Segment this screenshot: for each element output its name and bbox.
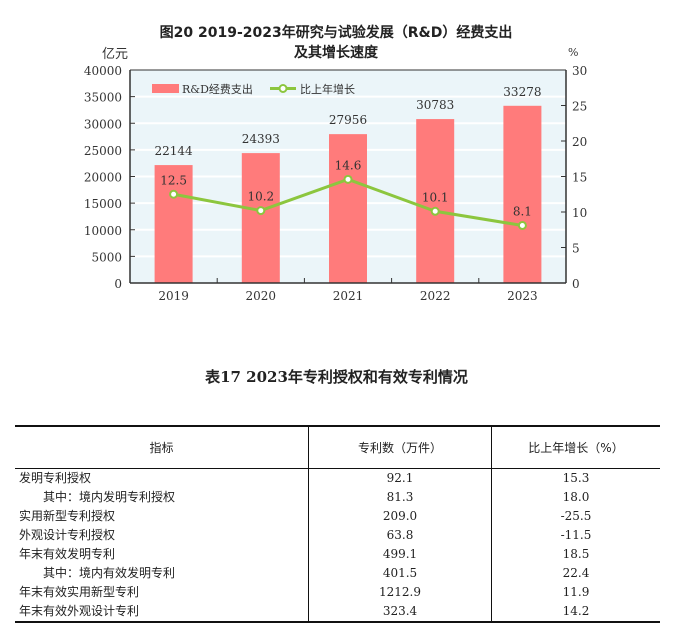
legend-line-marker <box>278 84 288 93</box>
growth-value-label: 10.1 <box>422 190 449 204</box>
right-tick-label: 5 <box>572 242 580 256</box>
growth-value-label: 10.2 <box>247 190 274 204</box>
row-count: 323.4 <box>308 602 492 622</box>
table-row: 年末有效实用新型专利 1212.9 11.9 <box>15 583 660 602</box>
bar-2022 <box>416 119 455 283</box>
rd-expenditure-chart: 0 5000 10000 15000 20000 25000 30000 35000 40000… <box>84 46 587 303</box>
x-tick-label: 2022 <box>420 289 451 303</box>
bar-2020 <box>241 153 280 283</box>
table-header-row: 指标 专利数（万件） 比上年增长（%） <box>15 426 660 469</box>
table-row: 外观设计专利授权 63.8 -11.5 <box>15 526 660 545</box>
left-tick-label: 40000 <box>84 64 122 78</box>
growth-value-label: 8.1 <box>513 204 532 218</box>
row-count: 499.1 <box>308 545 492 564</box>
bar-2021 <box>329 134 367 283</box>
row-growth: 11.9 <box>491 583 660 602</box>
table-row: 其中：境内发明专利授权 81.3 18.0 <box>15 488 660 507</box>
left-tick-label: 35000 <box>84 91 122 105</box>
bar-2023 <box>503 105 542 283</box>
legend-line-label: 比上年增长 <box>300 82 355 96</box>
header-growth: 比上年增长（%） <box>491 426 660 469</box>
growth-point <box>169 189 179 199</box>
left-axis-unit: 亿元 <box>102 47 128 62</box>
x-tick-label: 2020 <box>246 289 277 303</box>
right-tick-label: 25 <box>572 100 587 114</box>
row-growth: 15.3 <box>491 468 660 488</box>
left-tick-label: 25000 <box>84 144 122 158</box>
left-tick-label: 20000 <box>84 171 122 185</box>
growth-point <box>430 206 440 216</box>
row-count: 401.5 <box>308 564 492 583</box>
row-growth: 18.0 <box>491 488 660 507</box>
right-tick-label: 20 <box>572 135 587 149</box>
right-tick-label: 10 <box>572 206 587 220</box>
row-indicator: 发明专利授权 <box>19 471 92 485</box>
growth-point <box>343 174 353 184</box>
table-row: 年末有效发明专利 499.1 18.5 <box>15 545 660 564</box>
row-indicator: 外观设计专利授权 <box>19 528 116 542</box>
row-indicator: 其中：境内发明专利授权 <box>43 490 176 504</box>
left-tick-label: 0 <box>114 277 122 291</box>
legend-bar-label: R&D经费支出 <box>182 82 253 96</box>
x-tick-label: 2021 <box>333 289 364 303</box>
right-tick-label: 30 <box>572 64 587 78</box>
left-tick-label: 10000 <box>84 224 122 238</box>
bar-value-label: 33278 <box>503 85 541 99</box>
legend-bar-swatch <box>152 84 179 93</box>
growth-value-label: 14.6 <box>335 158 362 172</box>
row-indicator: 年末有效实用新型专利 <box>19 585 140 599</box>
x-tick-label: 2023 <box>507 289 538 303</box>
bar-value-label: 27956 <box>329 113 367 127</box>
row-count: 63.8 <box>308 526 492 545</box>
row-indicator: 实用新型专利授权 <box>19 509 116 523</box>
row-indicator: 年末有效外观设计专利 <box>19 604 140 618</box>
row-indicator: 年末有效发明专利 <box>19 547 116 561</box>
row-indicator: 其中：境内有效发明专利 <box>43 566 176 580</box>
chart-title-line1: 图20 2019-2023年研究与试验发展（R&D）经费支出 <box>159 25 513 41</box>
header-indicator: 指标 <box>15 426 309 469</box>
growth-point <box>517 220 527 230</box>
left-tick-label: 5000 <box>91 250 122 264</box>
header-count: 专利数（万件） <box>308 426 492 469</box>
row-count: 209.0 <box>308 507 492 526</box>
bar-value-label: 24393 <box>242 132 280 146</box>
row-count: 92.1 <box>308 468 492 488</box>
right-tick-label: 15 <box>572 171 587 185</box>
growth-value-label: 12.5 <box>160 173 187 187</box>
table-row: 年末有效外观设计专利 323.4 14.2 <box>15 602 660 622</box>
row-growth: -25.5 <box>491 507 660 526</box>
left-tick-label: 30000 <box>84 117 122 131</box>
row-growth: 18.5 <box>491 545 660 564</box>
row-growth: 14.2 <box>491 602 660 622</box>
table-title: 表17 2023年专利授权和有效专利情况 <box>205 368 468 386</box>
row-count: 1212.9 <box>308 583 492 602</box>
patent-table: 指标 专利数（万件） 比上年增长（%） 发明专利授权 92.1 15.3 其中：境内发… <box>15 425 660 623</box>
bar-value-label: 22144 <box>155 144 194 158</box>
table-row: 其中：境内有效发明专利 401.5 22.4 <box>15 564 660 583</box>
table-row: 实用新型专利授权 209.0 -25.5 <box>15 507 660 526</box>
left-tick-label: 15000 <box>84 197 122 211</box>
bar-value-label: 30783 <box>416 98 454 112</box>
row-growth: 22.4 <box>491 564 660 583</box>
x-tick-label: 2019 <box>158 289 189 303</box>
right-axis-unit: % <box>568 46 578 59</box>
chart-title-line2: 及其增长速度 <box>294 45 378 61</box>
growth-point <box>256 206 266 216</box>
row-count: 81.3 <box>308 488 492 507</box>
table-row: 发明专利授权 92.1 15.3 <box>15 468 660 488</box>
bar-2019 <box>154 165 193 283</box>
right-tick-label: 0 <box>572 277 580 291</box>
row-growth: -11.5 <box>491 526 660 545</box>
